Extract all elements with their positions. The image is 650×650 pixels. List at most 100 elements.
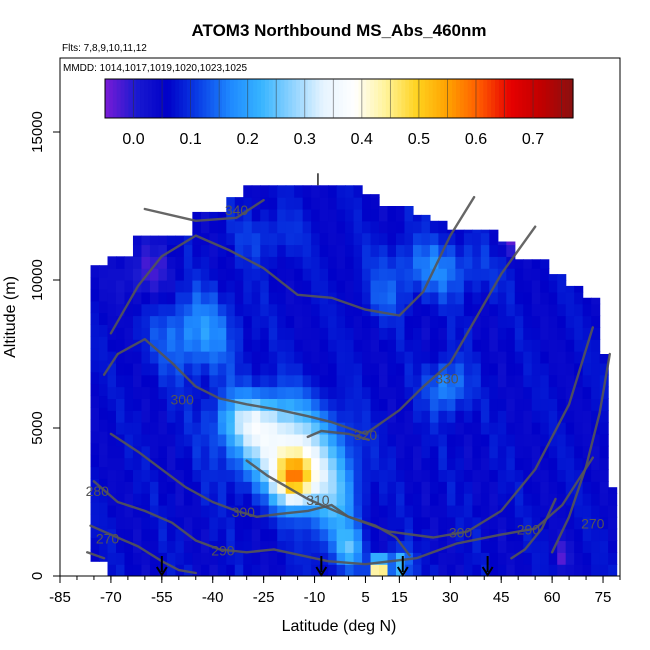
- heatmap-cell: [107, 351, 117, 364]
- heatmap-cell: [497, 457, 507, 471]
- heatmap-cell: [548, 552, 558, 565]
- heatmap-cell: [353, 291, 363, 305]
- heatmap-cell: [608, 493, 618, 506]
- contour-line: [510, 497, 557, 560]
- heatmap-cell: [362, 208, 372, 222]
- heatmap-cell: [260, 208, 270, 222]
- heatmap-cell: [429, 280, 440, 293]
- colorbar-swatch: [140, 79, 145, 118]
- heatmap-cell: [531, 445, 541, 459]
- heatmap-cell: [396, 469, 406, 482]
- heatmap-cell: [132, 528, 143, 542]
- heatmap-cell: [158, 291, 168, 305]
- heatmap-cell: [396, 445, 406, 459]
- heatmap-cell: [336, 244, 346, 257]
- heatmap-cell: [200, 386, 210, 399]
- heatmap-cell: [209, 528, 219, 542]
- heatmap-cell: [107, 303, 117, 317]
- heatmap-cell: [192, 528, 202, 542]
- heatmap-cell: [132, 291, 143, 305]
- heatmap-cell: [345, 457, 355, 471]
- heatmap-cell: [243, 362, 253, 376]
- colorbar-swatch: [471, 79, 477, 118]
- heatmap-cell: [124, 445, 134, 459]
- heatmap-cell: [209, 422, 219, 435]
- heatmap-cell: [421, 386, 431, 399]
- heatmap-cell: [446, 410, 456, 423]
- heatmap-cell: [557, 552, 567, 565]
- heatmap-cell: [531, 268, 541, 281]
- heatmap-cell: [277, 374, 287, 388]
- heatmap-cell: [489, 386, 499, 399]
- heatmap-cell: [548, 280, 558, 293]
- heatmap-cell: [480, 362, 490, 376]
- heatmap-cell: [294, 315, 304, 328]
- heatmap-cell: [345, 256, 355, 269]
- heatmap-cell: [523, 493, 533, 506]
- heatmap-cell: [438, 481, 448, 494]
- heatmap-cell: [183, 564, 193, 576]
- heatmap-cell: [387, 493, 397, 506]
- heatmap-cell: [217, 232, 227, 246]
- heatmap-cell: [582, 481, 592, 494]
- heatmap-cell: [506, 280, 516, 293]
- heatmap-cell: [472, 552, 482, 565]
- heatmap-cell: [362, 280, 372, 293]
- heatmap-cell: [311, 268, 321, 281]
- heatmap-cell: [523, 445, 533, 459]
- heatmap-cell: [387, 457, 397, 471]
- heatmap-cell: [463, 303, 473, 317]
- heatmap-cell: [497, 386, 507, 399]
- heatmap-cell: [116, 362, 126, 376]
- heatmap-cell: [226, 481, 236, 494]
- colorbar-tick-label: 0.5: [408, 131, 430, 148]
- heatmap-cell: [608, 564, 618, 576]
- heatmap-cell: [582, 297, 592, 305]
- heatmap-cell: [251, 374, 261, 388]
- heatmap-cell: [370, 339, 380, 352]
- heatmap-cell: [192, 315, 202, 328]
- heatmap-cell: [149, 504, 160, 518]
- heatmap-cell: [183, 268, 193, 281]
- heatmap-cell: [497, 398, 507, 411]
- colorbar-swatch: [303, 79, 309, 118]
- heatmap-cell: [285, 398, 295, 411]
- heatmap-cell: [455, 564, 465, 576]
- heatmap-cell: [175, 303, 185, 317]
- heatmap-cell: [370, 232, 380, 246]
- arrow-marker: [396, 556, 409, 577]
- heatmap-cell: [446, 445, 456, 459]
- heatmap-cell: [429, 445, 440, 459]
- colorbar-swatch: [186, 79, 192, 118]
- heatmap-cell: [107, 516, 117, 530]
- heatmap-cell: [217, 351, 227, 364]
- heatmap-cell: [591, 351, 601, 364]
- heatmap-cell: [345, 197, 355, 210]
- heatmap-cell: [480, 433, 490, 447]
- heatmap-cell: [90, 407, 100, 420]
- heatmap-cell: [506, 327, 516, 340]
- heatmap-cell: [149, 528, 160, 542]
- heatmap-cell: [446, 398, 456, 411]
- heatmap-cell: [472, 280, 482, 293]
- heatmap-cell: [480, 457, 490, 471]
- heatmap-cell: [463, 528, 473, 542]
- heatmap-cell: [489, 457, 499, 471]
- heatmap-cell: [302, 339, 312, 352]
- heatmap-cell: [141, 315, 151, 328]
- heatmap-cell: [149, 244, 160, 257]
- heatmap-cell: [370, 208, 380, 222]
- colorbar-swatch: [190, 79, 196, 118]
- heatmap-cell: [523, 410, 533, 423]
- heatmap-cell: [328, 339, 338, 352]
- heatmap-cell: [582, 422, 592, 435]
- heatmap-cell: [455, 540, 465, 553]
- heatmap-cell: [158, 268, 168, 281]
- heatmap-cell: [421, 433, 431, 447]
- heatmap-cell: [268, 504, 278, 518]
- heatmap-cell: [226, 516, 236, 530]
- heatmap-cell: [438, 445, 448, 459]
- heatmap-cell: [311, 256, 321, 269]
- colorbar-swatch: [112, 79, 118, 118]
- heatmap-cell: [116, 410, 126, 423]
